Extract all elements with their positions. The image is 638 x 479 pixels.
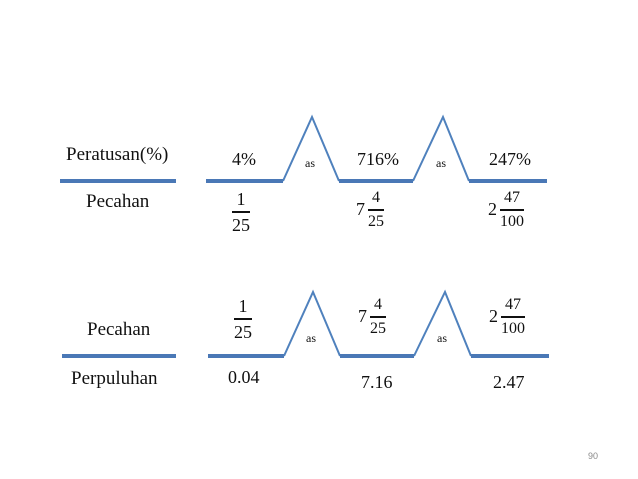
whole-number: 2 <box>489 306 498 327</box>
fraction-bar <box>500 209 524 211</box>
fraction-bar <box>368 209 384 211</box>
percent-3: 247% <box>489 149 531 169</box>
decimal-2: 7.16 <box>361 372 393 392</box>
connector-peak-2b <box>413 289 472 357</box>
label-peratusan: Peratusan(%) <box>66 144 169 165</box>
fraction-1: 1 25 <box>232 190 250 234</box>
fraction-numerator: 47 <box>504 189 520 206</box>
decimal-1: 0.04 <box>228 367 260 387</box>
fraction-denominator: 25 <box>370 319 386 337</box>
connector-as-2a: as <box>306 331 316 345</box>
fraction-denominator: 25 <box>234 321 252 342</box>
fraction-numerator: 4 <box>372 189 380 206</box>
fraction-numerator: 4 <box>374 296 382 313</box>
fraction-denominator: 100 <box>501 319 525 337</box>
label-pecahan-2: Pecahan <box>87 319 151 340</box>
whole-number: 7 <box>356 199 365 220</box>
connector-as-1a: as <box>305 156 315 170</box>
fraction-numerator: 1 <box>236 189 246 209</box>
fraction-bar <box>234 318 252 320</box>
fraction-denominator: 100 <box>500 212 524 230</box>
mixed-fraction-2: 7 4 25 <box>356 190 384 230</box>
fraction-numerator: 1 <box>238 296 248 316</box>
fraction-denominator: 25 <box>368 212 384 230</box>
mixed-fraction-6: 2 47 100 <box>489 297 525 337</box>
fraction-4: 1 25 <box>234 297 252 341</box>
whole-number: 7 <box>358 306 367 327</box>
mixed-fraction-3: 2 47 100 <box>488 190 524 230</box>
connector-peak-1b <box>412 114 470 182</box>
fraction-bar <box>370 316 386 318</box>
mixed-fraction-5: 7 4 25 <box>358 297 386 337</box>
connector-as-2b: as <box>437 331 447 345</box>
fraction-bar <box>232 211 250 213</box>
label-pecahan-1: Pecahan <box>86 191 150 212</box>
connector-peak-1a <box>282 114 340 182</box>
percent-2: 716% <box>357 149 399 169</box>
whole-number: 2 <box>488 199 497 220</box>
decimal-3: 2.47 <box>493 372 525 392</box>
fraction-numerator: 47 <box>505 296 521 313</box>
fraction-denominator: 25 <box>232 214 250 235</box>
connector-peak-2a <box>283 289 341 357</box>
page-number: 90 <box>588 451 599 461</box>
fraction-bar <box>501 316 525 318</box>
percent-1: 4% <box>232 149 256 169</box>
connector-as-1b: as <box>436 156 446 170</box>
label-perpuluhan: Perpuluhan <box>71 368 158 389</box>
